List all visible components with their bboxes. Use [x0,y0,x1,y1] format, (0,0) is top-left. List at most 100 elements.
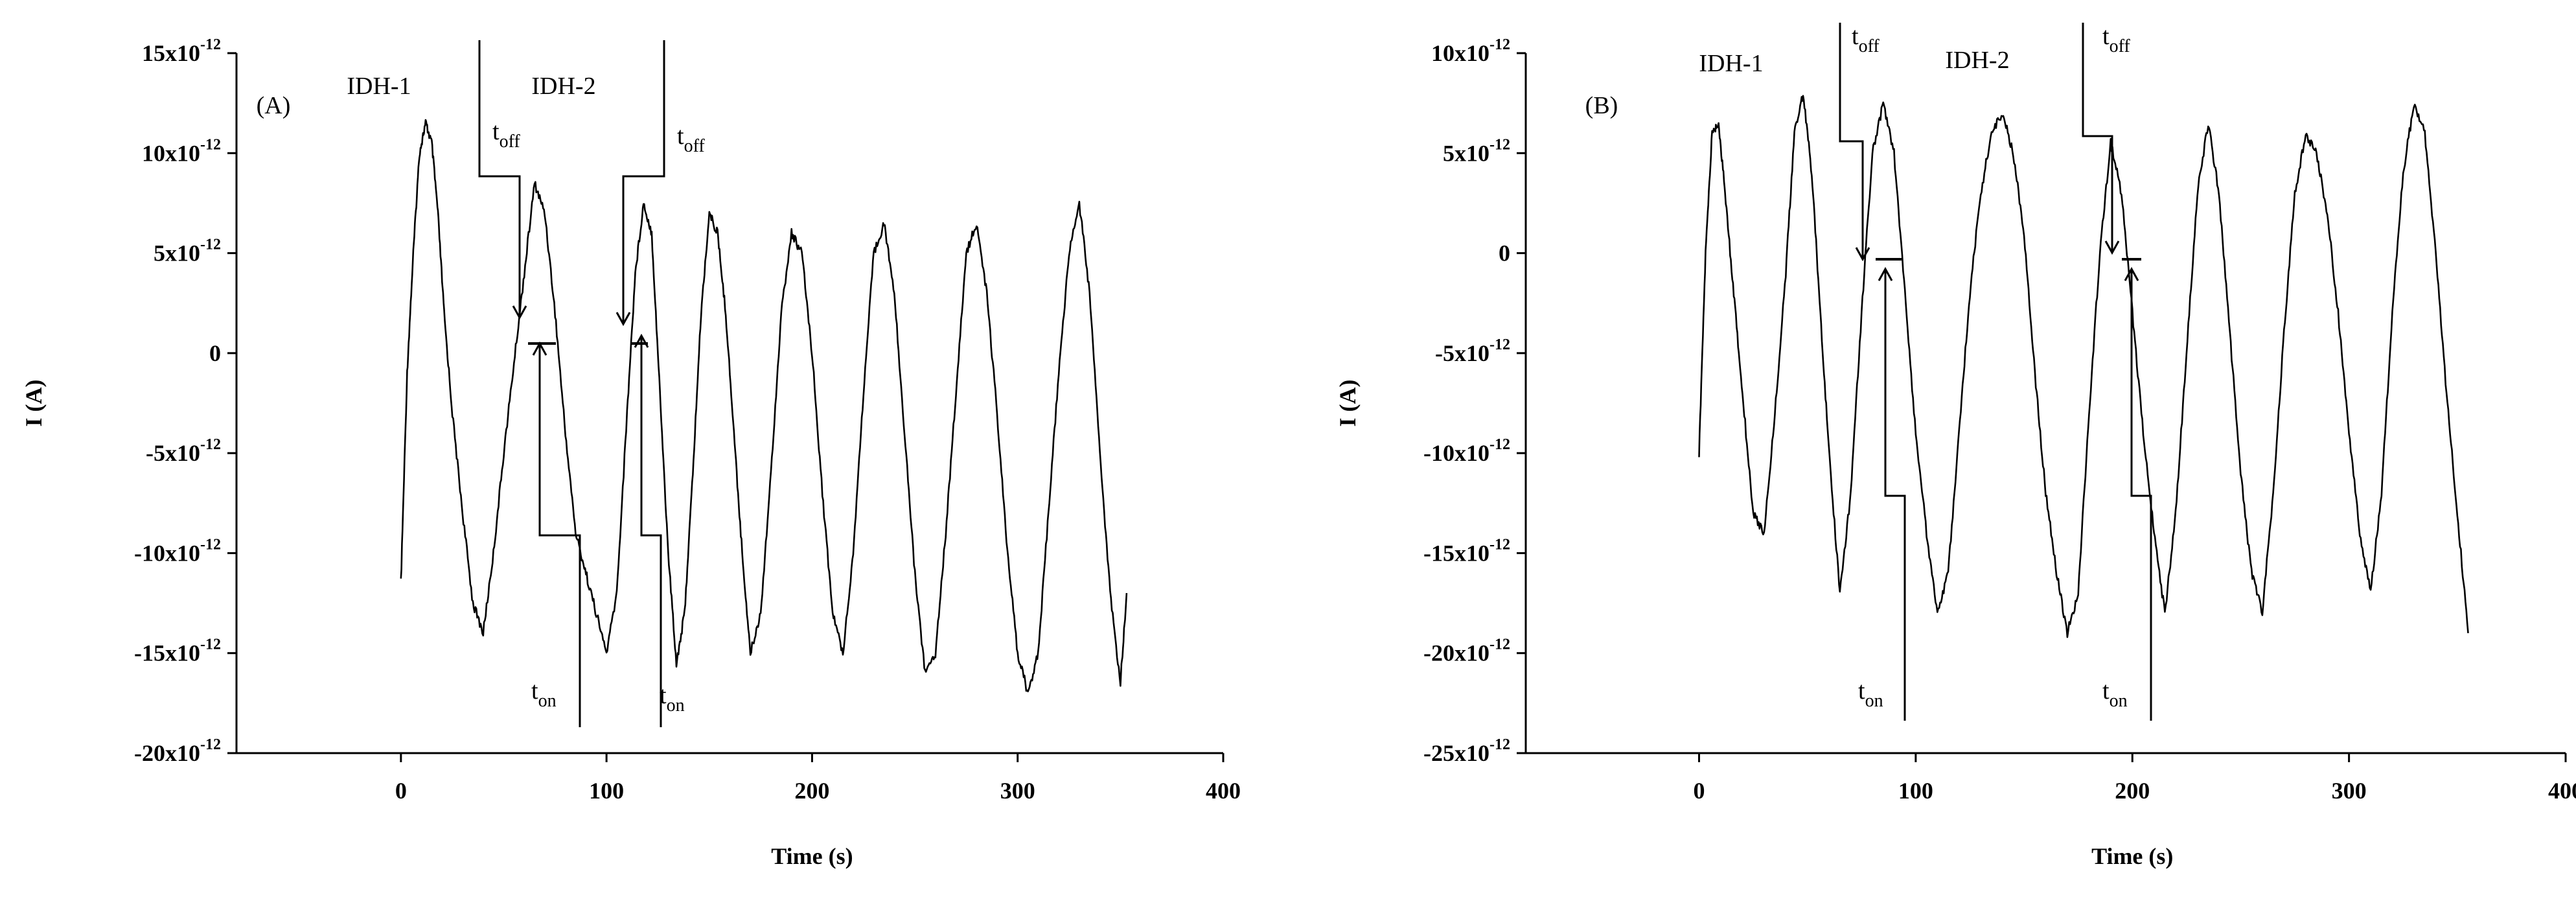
y-tick-label: 0 [209,340,221,366]
y-tick-mantissa: -20x10 [1423,640,1489,666]
annotation-t: t [531,677,538,705]
y-tick-exponent: -12 [200,736,221,753]
y-tick-exponent: -12 [1489,736,1510,753]
y-tick-label: 5x10-12 [1443,136,1510,166]
y-tick-mantissa: 0 [1499,240,1510,266]
y-tick-mantissa: -5x10 [146,440,200,466]
t-off-arrow [622,40,665,324]
x-tick-label: 400 [2548,778,2576,804]
y-tick-mantissa: 0 [209,340,221,366]
y-tick-label: -10x10-12 [1423,436,1510,466]
t-on-arrow-head [1878,266,1893,281]
y-tick-exponent: -12 [200,436,221,453]
annotation-t-label: ton [660,682,685,716]
y-tick-label: 15x10-12 [142,36,221,66]
x-tick-label: 100 [589,778,624,804]
y-tick-label: 5x10-12 [154,237,221,266]
y-tick-label: 10x10-12 [142,136,221,166]
annotation-idh: IDH-1 [1699,50,1763,77]
y-tick-mantissa: 10x10 [142,140,200,166]
y-tick-exponent: -12 [1489,636,1510,653]
panel-label: (B) [1585,92,1618,119]
annotation-t-label: toff [677,122,705,156]
x-axis-title: Time (s) [771,843,853,869]
panel-label: (A) [257,92,291,119]
y-tick-label: -15x10-12 [134,636,221,666]
t-off-arrow [1839,23,1864,259]
annotation-subscript: on [1865,691,1883,711]
y-axis-title: I (A) [21,380,47,427]
t-on-arrow-head [2124,266,2139,281]
t-on-arrow [1884,269,1906,721]
annotation-t: t [1852,23,1859,50]
annotation-t-label: ton [531,677,557,711]
t-off-arrow-head [1855,247,1870,262]
y-tick-label: -15x10-12 [1423,536,1510,566]
chart-panel-b: 10x10-125x10-120-5x10-12-10x10-12-15x10-… [1335,23,2576,869]
y-tick-label: -25x10-12 [1423,736,1510,766]
y-tick-label: -5x10-12 [146,436,221,466]
chart-panel-a: 15x10-1210x10-125x10-120-5x10-12-10x10-1… [21,36,1241,869]
annotation-t-label: toff [1852,23,1880,56]
x-tick-label: 300 [1000,778,1035,804]
y-tick-mantissa: -10x10 [134,540,200,566]
x-tick-label: 0 [1694,778,1705,804]
y-tick-mantissa: -15x10 [1423,540,1489,566]
series-line [400,119,1128,693]
y-tick-mantissa: -25x10 [1423,740,1489,766]
y-tick-label: 0 [1499,240,1510,266]
annotation-t-label: toff [492,118,520,152]
x-axis-title: Time (s) [2091,843,2173,869]
y-tick-exponent: -12 [200,36,221,53]
y-tick-label: -5x10-12 [1435,336,1510,366]
annotation-t: t [1858,677,1865,705]
annotation-t: t [677,122,684,150]
t-on-arrow [2130,269,2152,721]
y-tick-mantissa: 5x10 [1443,140,1489,166]
y-tick-label: 10x10-12 [1431,36,1510,66]
y-tick-exponent: -12 [200,237,221,253]
annotation-idh: IDH-1 [347,73,411,100]
annotation-subscript: off [684,136,706,156]
annotation-subscript: off [1859,36,1880,56]
y-tick-label: -10x10-12 [134,536,221,566]
y-tick-mantissa: -15x10 [134,640,200,666]
y-tick-mantissa: -20x10 [134,740,200,766]
t-off-arrow [2082,23,2113,253]
series-line [1698,95,2469,638]
t-off-arrow-head [2104,240,2120,255]
x-tick-label: 300 [2332,778,2367,804]
y-tick-exponent: -12 [1489,536,1510,553]
t-on-arrow [538,344,581,727]
x-tick-label: 0 [395,778,407,804]
annotation-t-label: ton [1858,677,1883,711]
y-tick-label: -20x10-12 [134,736,221,766]
x-tick-label: 200 [2115,778,2150,804]
y-tick-mantissa: 5x10 [154,240,200,266]
y-tick-exponent: -12 [200,136,221,153]
y-tick-label: -20x10-12 [1423,636,1510,666]
y-tick-mantissa: -10x10 [1423,440,1489,466]
annotation-subscript: on [667,695,685,716]
y-tick-exponent: -12 [1489,436,1510,453]
annotation-t: t [2102,677,2110,705]
annotation-t: t [660,682,667,709]
x-tick-label: 200 [794,778,829,804]
t-off-arrow [478,40,521,318]
annotation-t-label: toff [2102,23,2130,56]
y-tick-exponent: -12 [1489,36,1510,53]
y-tick-exponent: -12 [1489,336,1510,353]
y-tick-mantissa: 15x10 [142,40,200,66]
t-off-arrow-head [512,305,527,320]
annotation-t: t [492,118,500,145]
annotation-subscript: on [2110,691,2128,711]
t-on-arrow [640,336,662,727]
annotation-t: t [2102,23,2110,50]
annotation-t-label: ton [2102,677,2128,711]
y-tick-mantissa: -5x10 [1435,340,1489,366]
y-tick-exponent: -12 [1489,136,1510,153]
x-tick-label: 400 [1206,778,1241,804]
y-axis-title: I (A) [1335,380,1361,427]
annotation-idh: IDH-2 [531,73,595,100]
